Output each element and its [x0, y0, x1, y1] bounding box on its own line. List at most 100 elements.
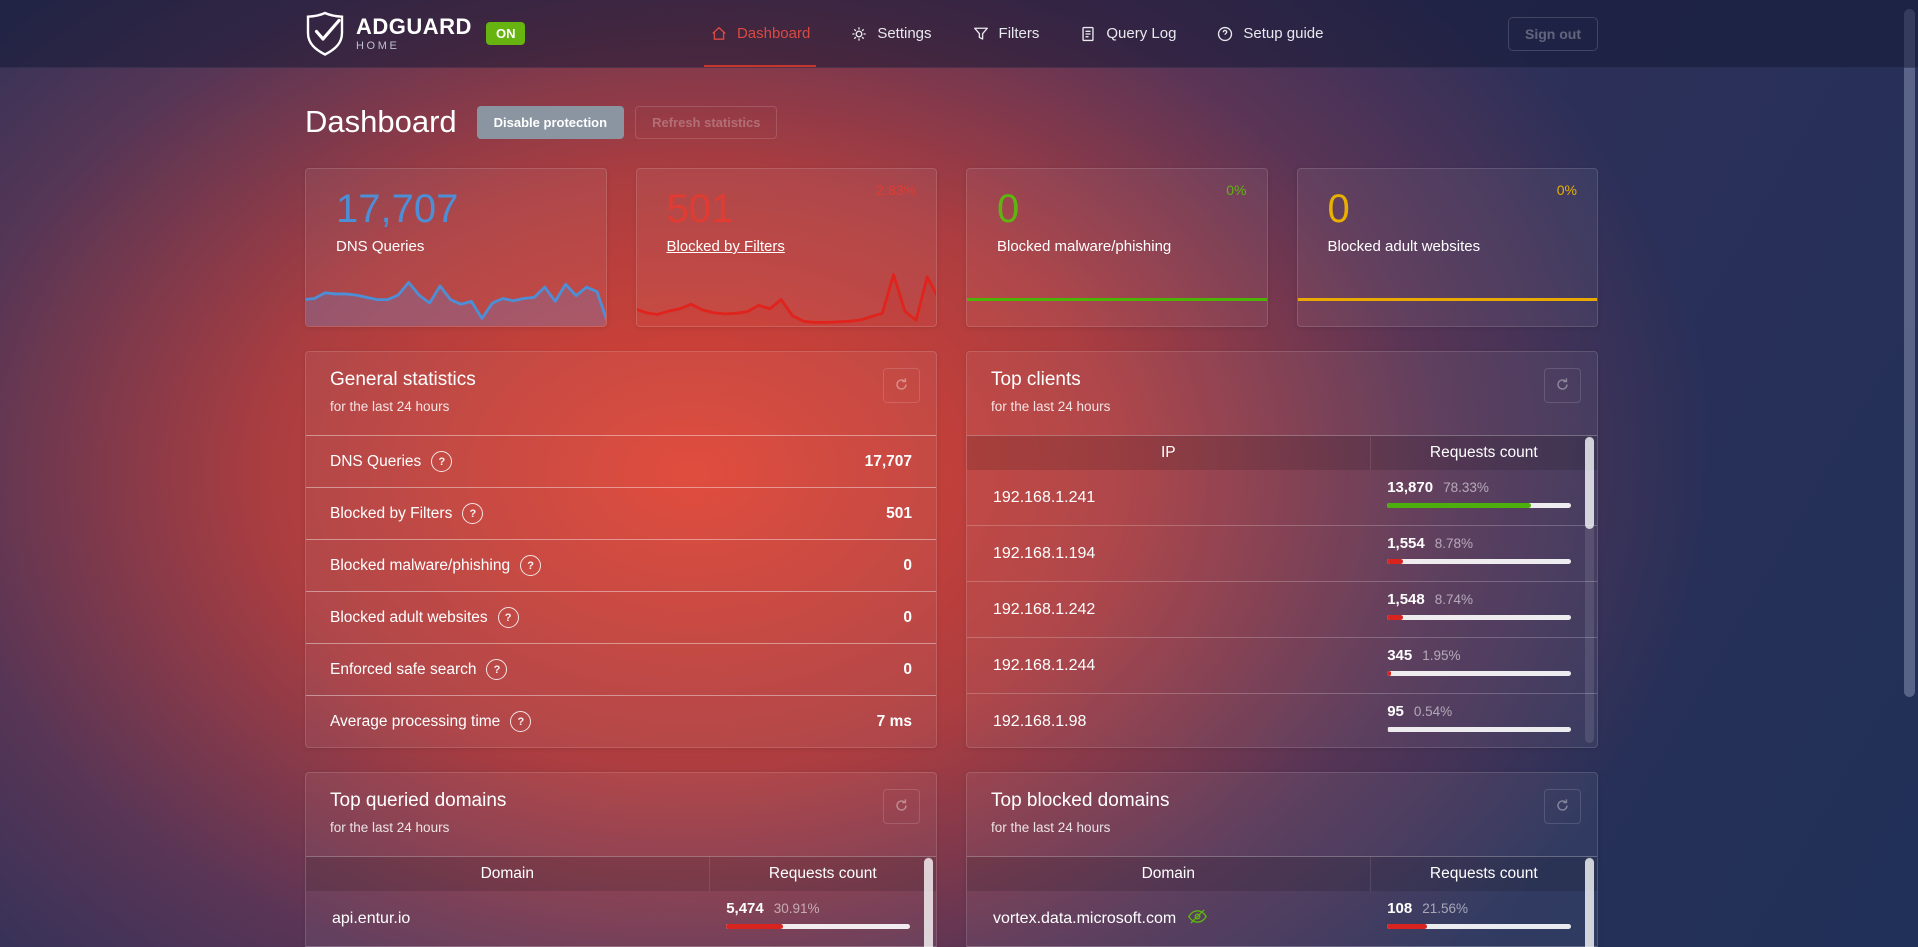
nav-label: Setup guide [1243, 25, 1324, 42]
refresh-statistics-button[interactable]: Refresh statistics [635, 105, 778, 139]
stat-row-value: 0 [903, 556, 912, 574]
panel-title: Top blocked domains [991, 790, 1170, 811]
request-count: 5,474 [726, 900, 764, 917]
general-statistics-panel: General statistics for the last 24 hours… [305, 351, 937, 748]
brand-subtitle: HOME [356, 39, 400, 52]
table-row[interactable]: 192.168.1.98 95 0.54% [967, 694, 1597, 747]
request-count: 345 [1387, 647, 1413, 664]
table-row[interactable]: 192.168.1.242 1,548 8.74% [967, 582, 1597, 638]
request-percent: 8.78% [1434, 536, 1474, 551]
panel-scrollbar[interactable] [924, 857, 933, 947]
disable-protection-button[interactable]: Disable protection [476, 105, 625, 139]
tracker-blocked-eye-off-icon [1187, 906, 1208, 932]
nav-item-filters[interactable]: Filters [972, 0, 1039, 67]
column-header-domain: Domain [480, 865, 534, 882]
column-header-domain: Domain [1141, 865, 1195, 882]
dns-queries-label: DNS Queries [336, 238, 425, 255]
help-icon[interactable]: ? [520, 555, 542, 576]
gear-icon [850, 25, 868, 43]
client-ip[interactable]: 192.168.1.241 [993, 488, 1096, 506]
nav-item-query-log[interactable]: Query Log [1079, 0, 1176, 67]
blocked-by-filters-value: 501 [666, 187, 734, 231]
stat-row: Average processing time? 7 ms [306, 695, 936, 747]
question-circle-icon [1216, 25, 1234, 43]
help-icon[interactable]: ? [510, 711, 532, 732]
adguard-logo[interactable]: ADGUARD HOME ON [305, 11, 526, 57]
stat-card-blocked-adult: 0% 0 Blocked adult websites [1296, 168, 1598, 327]
table-row[interactable]: 192.168.1.241 13,870 78.33% [967, 470, 1597, 526]
brand-name: ADGUARD [356, 13, 472, 39]
refresh-icon [1554, 376, 1571, 396]
help-icon[interactable]: ? [431, 451, 453, 472]
panel-title: Top clients [991, 369, 1081, 390]
column-header-requests: Requests count [1369, 436, 1597, 470]
blocked-by-filters-percent: 2.83% [876, 182, 916, 198]
refresh-icon [1554, 797, 1571, 817]
nav-item-dashboard[interactable]: Dashboard [703, 0, 817, 67]
stat-row-label: Blocked adult websites [330, 608, 488, 626]
main-content: Dashboard Disable protection Refresh sta… [305, 67, 1598, 947]
stat-card-blocked-malware: 0% 0 Blocked malware/phishing [966, 168, 1268, 327]
client-ip[interactable]: 192.168.1.194 [993, 544, 1096, 562]
stat-row: Enforced safe search? 0 [306, 643, 936, 695]
dns-queries-sparkline [305, 270, 606, 326]
refresh-button[interactable] [883, 789, 920, 824]
progress-bar [726, 924, 910, 929]
column-header-ip: IP [1160, 444, 1176, 461]
stat-row: Blocked adult websites? 0 [306, 591, 936, 643]
blocked-adult-percent: 0% [1556, 182, 1577, 198]
table-header: Domain Requests count [306, 856, 936, 891]
bottom-panels-row: Top queried domains for the last 24 hour… [305, 772, 1598, 947]
table-row[interactable]: 192.168.1.244 345 1.95% [967, 638, 1597, 694]
blocked-malware-flat-line [967, 298, 1267, 301]
panel-title: Top queried domains [330, 790, 507, 811]
progress-bar [1387, 671, 1571, 676]
request-count: 1,548 [1387, 591, 1425, 608]
blocked-domain[interactable]: vortex.data.microsoft.com [993, 909, 1177, 927]
nav-item-settings[interactable]: Settings [850, 0, 932, 67]
help-icon[interactable]: ? [486, 659, 508, 680]
blocked-adult-flat-line [1297, 298, 1597, 301]
dns-queries-value: 17,707 [336, 187, 459, 231]
stat-row-value: 7 ms [876, 712, 912, 730]
scrollbar-thumb[interactable] [1904, 9, 1915, 697]
blocked-by-filters-sparkline [636, 270, 937, 326]
stat-row: DNS Queries? 17,707 [306, 435, 936, 487]
blocked-adult-value: 0 [1327, 187, 1350, 231]
panel-subtitle: for the last 24 hours [330, 399, 450, 414]
stat-row: Blocked by Filters? 501 [306, 487, 936, 539]
request-percent: 21.56% [1422, 901, 1469, 916]
refresh-button[interactable] [1544, 368, 1581, 403]
table-row[interactable]: api.entur.io 5,474 30.91% [306, 891, 936, 947]
table-row[interactable]: 192.168.1.194 1,554 8.78% [967, 526, 1597, 582]
column-header-requests: Requests count [708, 857, 936, 891]
blocked-by-filters-link[interactable]: Blocked by Filters [666, 238, 785, 255]
refresh-icon [893, 797, 910, 817]
page-scrollbar[interactable] [1904, 0, 1916, 947]
blocked-malware-label: Blocked malware/phishing [997, 238, 1172, 255]
nav-item-setup-guide[interactable]: Setup guide [1216, 0, 1324, 67]
adguard-shield-icon [305, 11, 345, 57]
stat-row-label: DNS Queries [330, 452, 422, 470]
blocked-malware-value: 0 [997, 187, 1020, 231]
queried-domain[interactable]: api.entur.io [332, 909, 411, 927]
stat-row: Blocked malware/phishing? 0 [306, 539, 936, 591]
progress-bar [1387, 727, 1571, 732]
help-icon[interactable]: ? [497, 607, 519, 628]
sign-out-button[interactable]: Sign out [1508, 16, 1598, 51]
home-icon [710, 25, 728, 43]
progress-bar [1387, 559, 1571, 564]
panel-scrollbar[interactable] [1585, 436, 1594, 743]
refresh-button[interactable] [883, 368, 920, 403]
top-nav-bar: ADGUARD HOME ON Dashboard [0, 0, 1918, 68]
panel-subtitle: for the last 24 hours [991, 399, 1111, 414]
client-ip[interactable]: 192.168.1.244 [993, 656, 1096, 674]
table-row[interactable]: vortex.data.microsoft.com 108 21.56% [967, 891, 1597, 947]
panel-scrollbar[interactable] [1585, 857, 1594, 947]
help-icon[interactable]: ? [462, 503, 484, 524]
refresh-button[interactable] [1544, 789, 1581, 824]
client-ip[interactable]: 192.168.1.242 [993, 600, 1096, 618]
client-ip[interactable]: 192.168.1.98 [993, 712, 1087, 730]
request-percent: 0.54% [1413, 704, 1453, 719]
